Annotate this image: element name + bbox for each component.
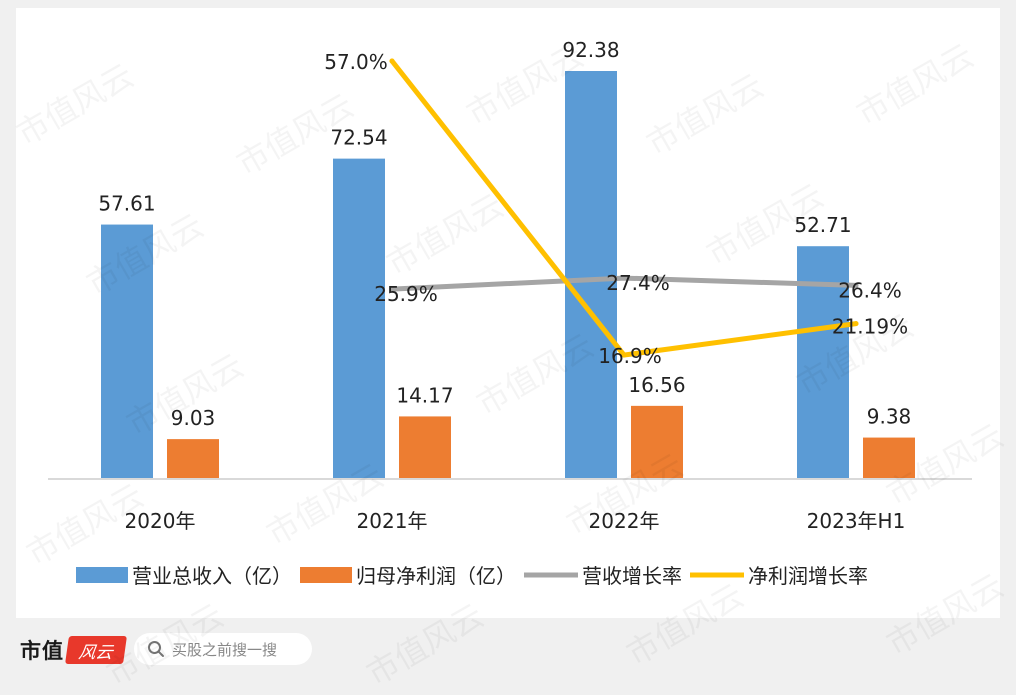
bar-label-revenue-3: 52.71	[794, 213, 851, 237]
point-profit-growth-1	[389, 58, 395, 64]
chart-card: 57.61 72.54 92.38 52.71 9.03 14.17 16.56 9.38 20…	[16, 8, 1000, 618]
bar-label-revenue-0: 57.61	[98, 192, 155, 216]
brand-name: 市值	[20, 638, 64, 663]
bar-profit-0	[167, 439, 219, 479]
point-revenue-growth-1	[389, 286, 395, 292]
bar-label-profit-0: 9.03	[171, 406, 216, 430]
bar-profit-3	[863, 437, 915, 479]
point-profit-growth-2	[621, 352, 627, 358]
line-label-profit-growth-2: 16.9%	[598, 344, 662, 368]
bar-revenue-2	[565, 71, 617, 479]
bar-revenue-1	[333, 158, 385, 480]
x-tick-label-3: 2023年H1	[807, 509, 906, 533]
bar-label-revenue-1: 72.54	[330, 126, 387, 150]
bar-label-revenue-2: 92.38	[562, 38, 619, 62]
brand-logo-badge: 风云	[65, 636, 127, 664]
legend-label-1: 归母净利润（亿）	[356, 564, 516, 588]
point-profit-growth-3	[853, 321, 859, 327]
bar-label-profit-1: 14.17	[396, 383, 453, 407]
point-revenue-growth-2	[621, 275, 627, 281]
bar-label-profit-3: 9.38	[867, 405, 912, 429]
chart: 57.61 72.54 92.38 52.71 9.03 14.17 16.56 9.38 20…	[48, 38, 972, 588]
line-label-profit-growth-1: 57.0%	[324, 50, 388, 74]
point-revenue-growth-3	[853, 282, 859, 288]
legend-label-3: 净利润增长率	[748, 564, 868, 588]
line-label-profit-growth-3: 21.19%	[832, 315, 908, 339]
line-profit-growth	[389, 58, 859, 358]
line-label-revenue-growth-3: 26.4%	[838, 278, 902, 302]
search-placeholder: 买股之前搜一搜	[172, 640, 278, 659]
footer-bar: 市值 风云 买股之前搜一搜	[0, 622, 1016, 688]
bar-profit-1	[399, 416, 451, 479]
legend-swatch-1	[300, 567, 352, 583]
x-tick-label-1: 2021年	[357, 509, 428, 533]
search-box[interactable]: 买股之前搜一搜	[134, 633, 312, 665]
brand-logo[interactable]: 市值 风云	[20, 635, 127, 665]
search-icon	[148, 641, 164, 657]
bar-label-profit-2: 16.56	[628, 373, 685, 397]
x-tick-label-0: 2020年	[125, 509, 196, 533]
legend-label-0: 营业总收入（亿）	[132, 564, 292, 588]
legend-swatch-0	[76, 567, 128, 583]
legend-label-2: 营收增长率	[582, 564, 682, 588]
bar-profit-2	[631, 405, 683, 479]
line-label-revenue-growth-2: 27.4%	[606, 271, 670, 295]
bar-revenue-0	[101, 224, 153, 479]
line-label-revenue-growth-1: 25.9%	[374, 282, 438, 306]
x-tick-label-2: 2022年	[589, 509, 660, 533]
